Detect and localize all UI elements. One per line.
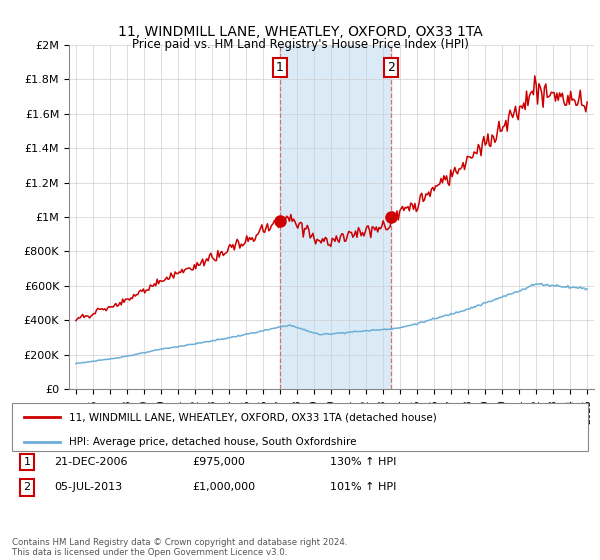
Text: 2: 2 — [387, 60, 395, 74]
Text: 1: 1 — [23, 457, 31, 467]
Text: 11, WINDMILL LANE, WHEATLEY, OXFORD, OX33 1TA (detached house): 11, WINDMILL LANE, WHEATLEY, OXFORD, OX3… — [69, 412, 437, 422]
Text: £1,000,000: £1,000,000 — [192, 482, 255, 492]
Bar — [280, 45, 391, 389]
Text: 05-JUL-2013: 05-JUL-2013 — [54, 482, 122, 492]
Text: Contains HM Land Registry data © Crown copyright and database right 2024.
This d: Contains HM Land Registry data © Crown c… — [12, 538, 347, 557]
Text: 11, WINDMILL LANE, WHEATLEY, OXFORD, OX33 1TA: 11, WINDMILL LANE, WHEATLEY, OXFORD, OX3… — [118, 25, 482, 39]
Text: Price paid vs. HM Land Registry's House Price Index (HPI): Price paid vs. HM Land Registry's House … — [131, 38, 469, 51]
Text: 2: 2 — [23, 482, 31, 492]
Text: HPI: Average price, detached house, South Oxfordshire: HPI: Average price, detached house, Sout… — [69, 437, 356, 447]
Text: 101% ↑ HPI: 101% ↑ HPI — [330, 482, 397, 492]
Text: 1: 1 — [276, 60, 284, 74]
Text: £975,000: £975,000 — [192, 457, 245, 467]
Text: 130% ↑ HPI: 130% ↑ HPI — [330, 457, 397, 467]
Text: 21-DEC-2006: 21-DEC-2006 — [54, 457, 128, 467]
